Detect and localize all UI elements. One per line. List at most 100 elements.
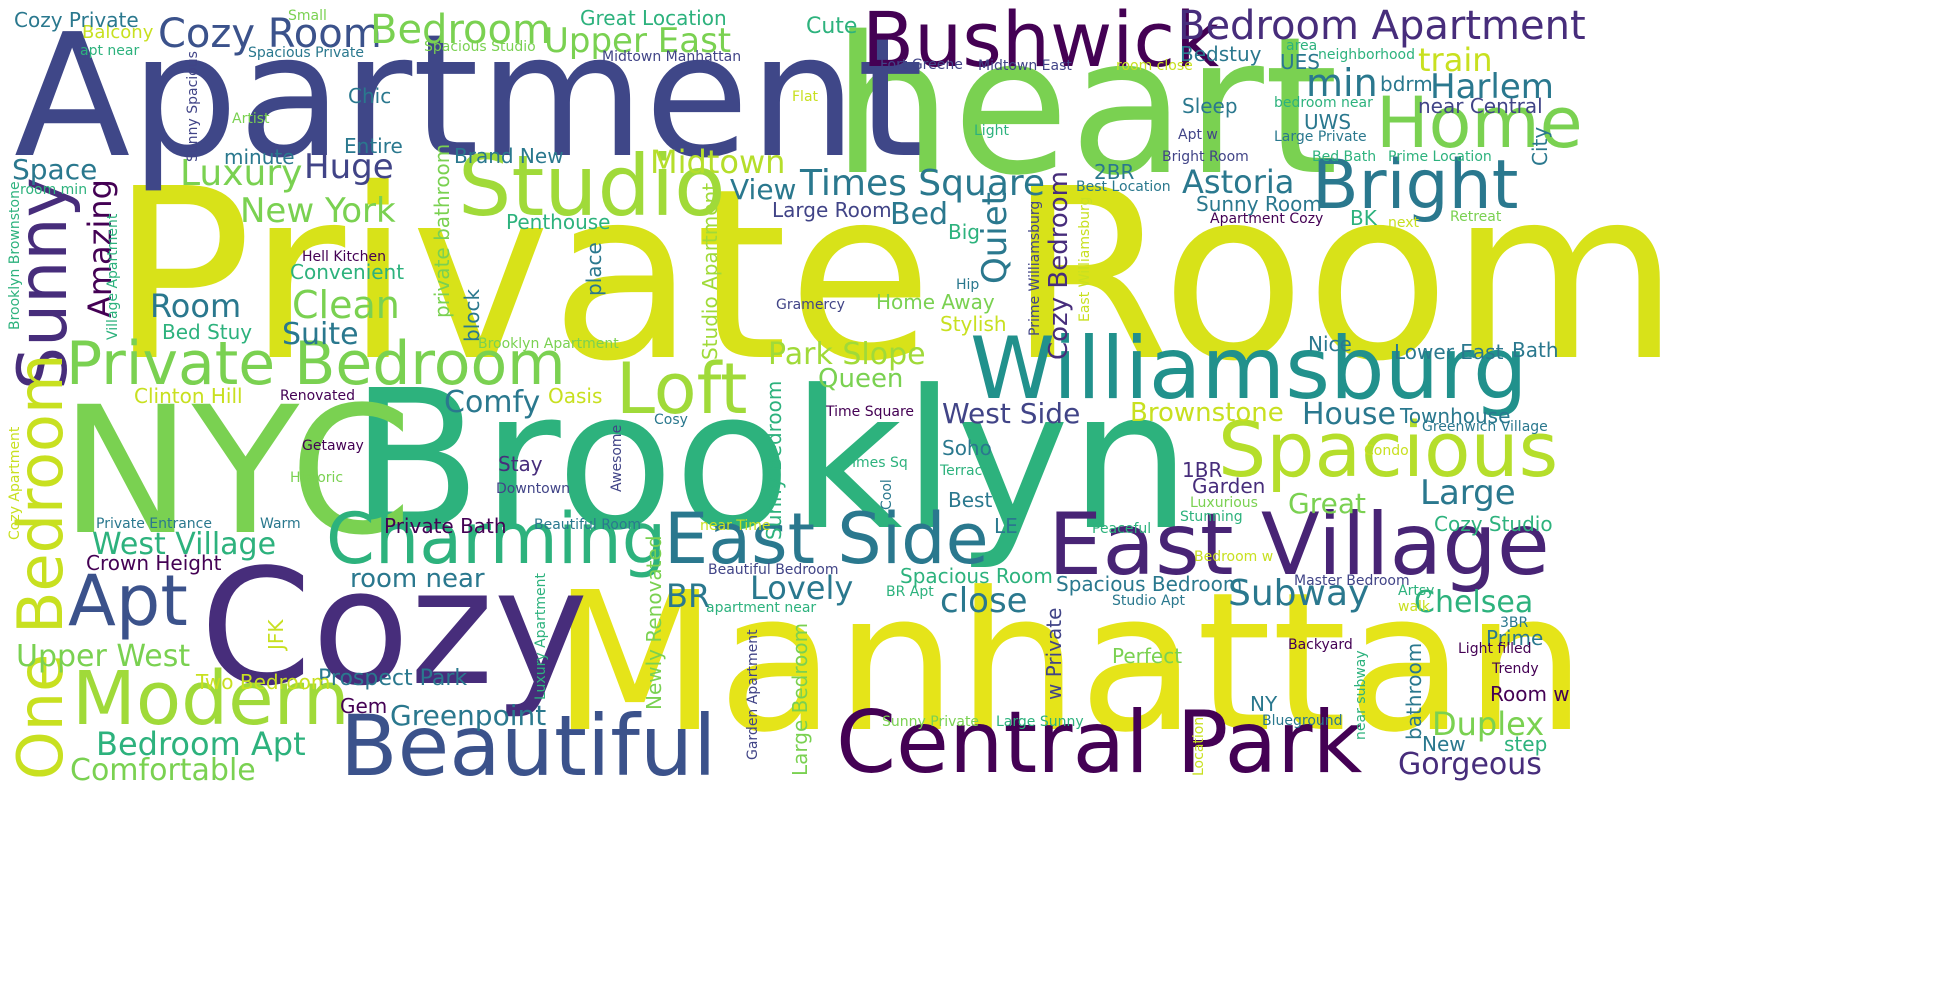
word-large-room: Large Room <box>772 198 892 222</box>
word-bed: Bed <box>890 197 949 232</box>
word-chelsea: Chelsea <box>1414 585 1534 620</box>
word-jfk: JFK <box>264 619 288 650</box>
word-spacious-bedroom: Spacious Bedroom <box>1056 572 1243 596</box>
word-city: City <box>1528 126 1552 166</box>
word-bushwick: Bushwick <box>862 0 1220 84</box>
word-condo: Condo <box>1364 443 1409 459</box>
word-west-village: West Village <box>92 527 277 562</box>
word-small: Small <box>288 8 327 24</box>
word-midtown-manhattan: Midtown Manhattan <box>602 49 742 65</box>
word-nice: Nice <box>1308 332 1352 356</box>
word-clinton-hill: Clinton Hill <box>134 384 243 408</box>
word-huge: Huge <box>304 147 394 187</box>
word-private-entrance: Private Entrance <box>96 516 212 532</box>
word-stylish: Stylish <box>940 312 1007 336</box>
word-place: place <box>582 242 606 296</box>
word-bath: Bath <box>1512 338 1559 362</box>
word-private-bathroom: private bathroom <box>430 143 454 318</box>
word-renovated: Renovated <box>280 388 356 404</box>
word-new: New <box>1422 732 1466 756</box>
word-ny: NY <box>1250 692 1278 716</box>
word-sunny-bedroom: Sunny Bedroom <box>762 380 786 540</box>
word-bright-room: Bright Room <box>1162 149 1249 165</box>
word-home-away: Home Away <box>876 290 995 314</box>
word-min: min <box>1306 61 1378 105</box>
word-spacious-room: Spacious Room <box>900 564 1053 588</box>
word-apt: Apt <box>68 560 188 642</box>
word-historic: Historic <box>290 470 344 486</box>
word-bedroom-apartment: Bedroom Apartment <box>1178 3 1586 49</box>
word-step: step <box>1504 732 1548 756</box>
word-east-side: East Side <box>664 498 989 580</box>
word-flat: Flat <box>792 89 819 105</box>
word-new-york: New York <box>240 191 396 231</box>
word-room-w: Room w <box>1490 682 1570 706</box>
word-private-bath: Private Bath <box>384 514 507 538</box>
word-next: next <box>1388 215 1420 231</box>
word-subway: Subway <box>1228 573 1370 614</box>
word-apartment-near: apartment near <box>706 600 817 616</box>
word-one-bedroom: One Bedroom <box>4 353 77 780</box>
word-suite: Suite <box>282 317 359 352</box>
word-artist: Artist <box>232 111 270 127</box>
word-stay: Stay <box>498 452 543 476</box>
word-lovely: Lovely <box>750 569 854 607</box>
word-backyard: Backyard <box>1288 637 1353 653</box>
word-room-close: room close <box>1116 58 1193 74</box>
word-clean: Clean <box>292 283 400 327</box>
word-area: area <box>1286 38 1318 54</box>
word-cozy-private: Cozy Private <box>14 8 139 32</box>
word-hip: Hip <box>956 277 980 293</box>
word-cute: Cute <box>806 14 858 39</box>
word-greenpoint: Greenpoint <box>390 699 547 732</box>
word-heart: heart <box>832 0 1339 217</box>
word-blueground: Blueground <box>1262 713 1343 729</box>
word-central-park: Central Park <box>836 693 1363 793</box>
word-soho: Soho <box>942 436 992 460</box>
word-uws: UWS <box>1304 110 1352 134</box>
word-cozy-room: Cozy Room <box>158 11 382 57</box>
word-cool: Cool <box>879 479 895 510</box>
word-nyc: NYC <box>60 369 413 574</box>
word-hell-kitchen: Hell Kitchen <box>302 249 386 265</box>
word-quiet: Quiet <box>975 191 1015 284</box>
word-train: train <box>1418 41 1493 79</box>
word-room-near: room near <box>350 564 485 594</box>
word-minute: minute <box>224 145 295 169</box>
word-brownstone: Brownstone <box>1130 398 1284 428</box>
word-penthouse: Penthouse <box>506 210 611 234</box>
word-two-bedroom: Two Bedroom <box>196 670 331 694</box>
word-times-sq: Times Sq <box>844 455 908 471</box>
word-best-location: Best Location <box>1076 179 1171 195</box>
word-sunny-room: Sunny Room <box>1196 192 1322 216</box>
word-big: Big <box>948 220 980 244</box>
word-upper-west: Upper West <box>16 639 191 674</box>
word-apt-w: Apt w <box>1178 127 1218 143</box>
word-townhouse: Townhouse <box>1400 404 1511 428</box>
word-studio-apartment: Studio Apartment <box>698 182 722 360</box>
word-artsy: Artsy <box>1398 583 1435 599</box>
word-greenwich-village: Greenwich Village <box>1422 419 1548 435</box>
word-gramercy: Gramercy <box>776 297 845 313</box>
word-cozy-studio: Cozy Studio <box>1434 512 1553 536</box>
word-loft: Loft <box>616 348 748 430</box>
word-bed-stuy: Bed Stuy <box>162 320 253 344</box>
word-bedroom-w: Bedroom w <box>1194 549 1274 565</box>
word-bdrm: bdrm <box>1380 72 1433 96</box>
word-queen: Queen <box>818 364 904 394</box>
word-williamsburg: Williamsburg <box>970 319 1528 419</box>
word-brand-new: Brand New <box>454 144 564 168</box>
word-block: block <box>460 288 484 342</box>
word-manhattan: Manhattan <box>552 552 1587 775</box>
word-great: Great <box>1288 487 1366 520</box>
word-downtown: Downtown <box>496 481 571 497</box>
word-large-bedroom: Large Bedroom <box>788 622 812 776</box>
word-prime-williamsburg: Prime Williamsburg <box>1027 200 1043 336</box>
word-balcony: Balcony <box>82 22 154 43</box>
word-space: Space <box>12 153 98 186</box>
word-brooklyn-apartment: Brooklyn Apartment <box>478 336 619 352</box>
word-master-bedroom: Master Bedroom <box>1294 573 1410 589</box>
word-east-williamsburg: East Williamsburg <box>1077 196 1093 322</box>
word-neighborhood: neighborhood <box>1318 47 1415 63</box>
word-sunny-private: Sunny Private <box>882 714 980 730</box>
